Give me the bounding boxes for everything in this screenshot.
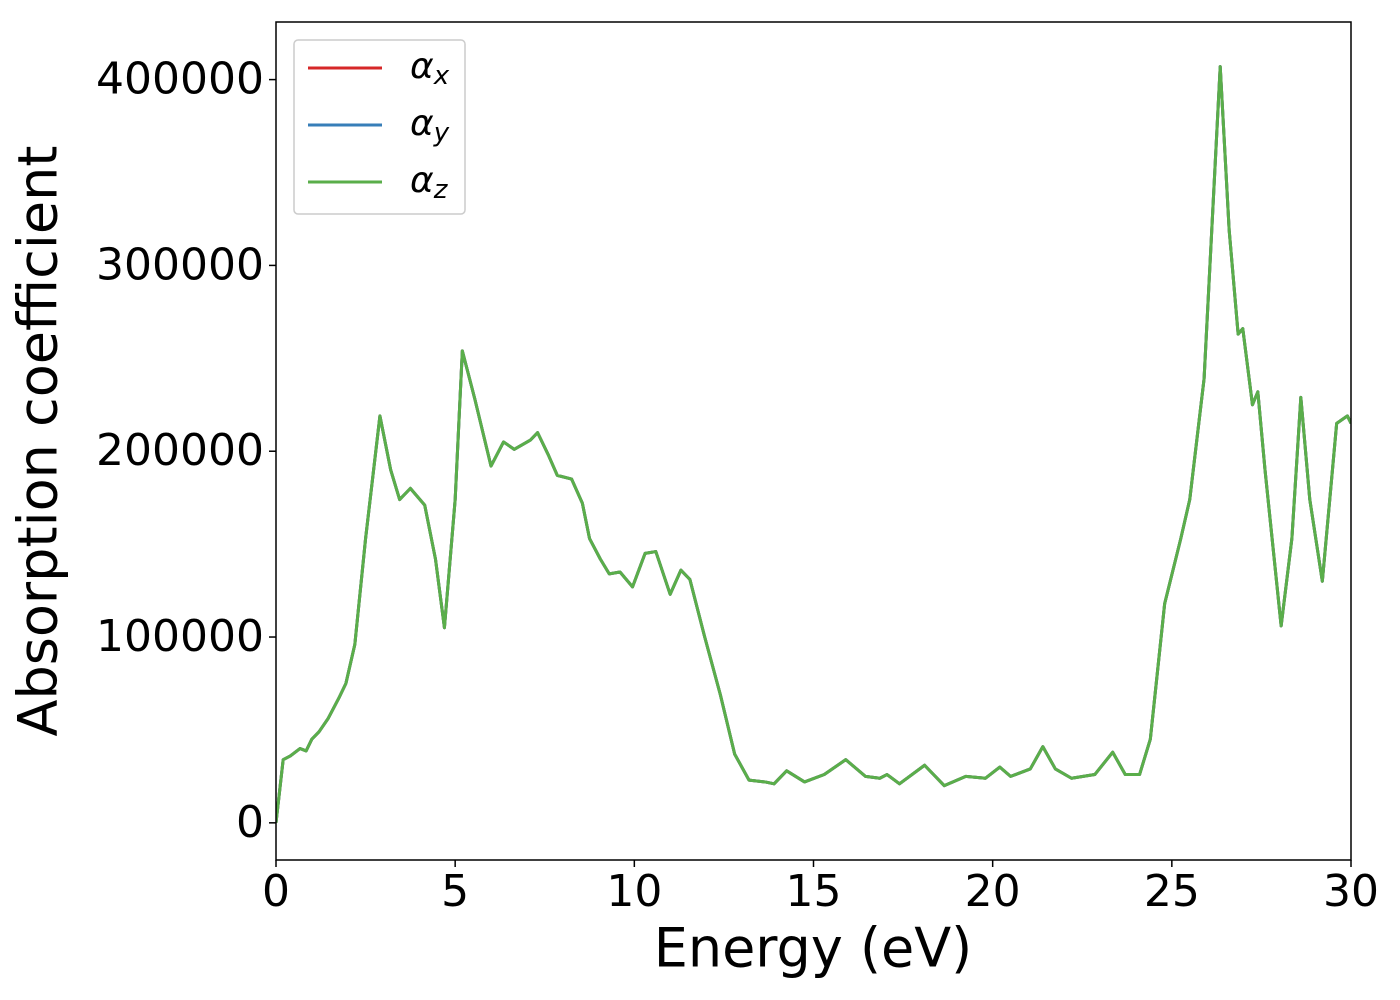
x-tick-label: 20 xyxy=(965,866,1021,917)
x-tick-label: 30 xyxy=(1323,866,1379,917)
y-tick-label: 400000 xyxy=(96,54,264,105)
series-line xyxy=(276,65,1351,824)
plot-frame xyxy=(275,21,1352,861)
x-tick-label: 15 xyxy=(786,866,842,917)
legend-label: αy xyxy=(410,103,450,148)
x-tick-label: 0 xyxy=(262,866,290,917)
y-tick-label: 0 xyxy=(236,797,264,848)
legend: αx αy αz xyxy=(293,39,466,215)
x-axis-label: Energy (eV) xyxy=(654,917,973,980)
y-tick-label: 200000 xyxy=(96,425,264,476)
y-axis-label: Absorption coefficient xyxy=(7,146,70,737)
legend-box xyxy=(293,39,466,215)
legend-label: αx xyxy=(410,46,450,91)
y-tick-label: 100000 xyxy=(96,611,264,662)
x-tick-label: 5 xyxy=(441,866,469,917)
x-tick-label: 25 xyxy=(1144,866,1200,917)
legend-label: αz xyxy=(410,160,449,205)
y-tick-label: 300000 xyxy=(96,239,264,290)
x-tick-label: 10 xyxy=(606,866,662,917)
